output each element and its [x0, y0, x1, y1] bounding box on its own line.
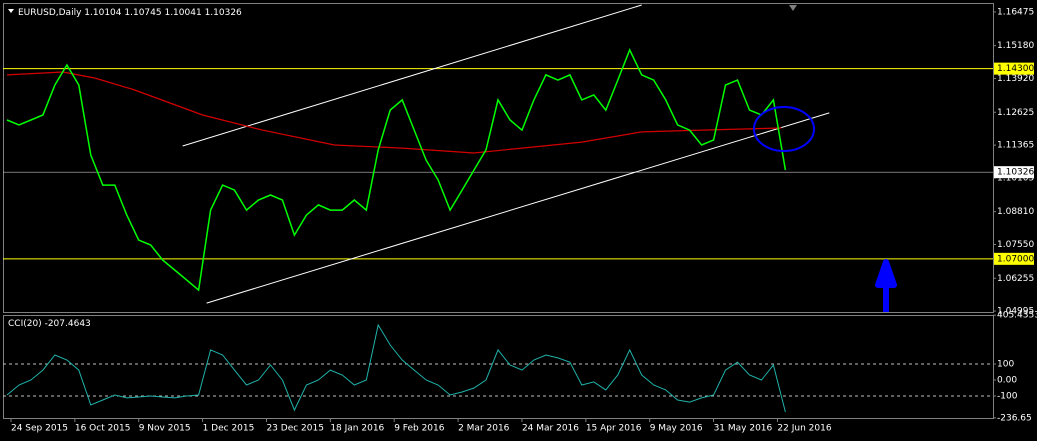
y-tick-label: 1.08810 — [997, 207, 1034, 217]
x-tick-label: 9 Feb 2016 — [394, 424, 445, 434]
x-tick-label: 31 May 2016 — [714, 424, 773, 434]
x-tick-label: 24 Sep 2015 — [11, 424, 68, 434]
x-tick-label: 1 Dec 2015 — [203, 424, 255, 434]
x-tick-label: 23 Dec 2015 — [266, 424, 324, 434]
highlight-ellipse — [753, 106, 815, 152]
y-tick-label: 1.10105 — [997, 173, 1034, 183]
low: 1.10041 — [164, 8, 201, 18]
cci-line — [6, 323, 786, 413]
y-tick-label: 1.06255 — [997, 274, 1034, 284]
cci-frame — [3, 315, 994, 419]
level-label-box — [994, 252, 1034, 265]
menu-triangle — [8, 9, 14, 13]
cci-tick-label: 0.00 — [997, 376, 1017, 386]
high: 1.10745 — [124, 8, 161, 18]
cci-tick-label: -100 — [997, 392, 1018, 402]
x-tick-label: 15 Apr 2016 — [586, 424, 642, 434]
cci-name: CCI(20) — [8, 319, 42, 329]
x-tick-label: 22 Jun 2016 — [777, 424, 831, 434]
cci-header: CCI(20) -207.4643 — [8, 319, 91, 329]
open: 1.10104 — [84, 8, 121, 18]
main-frame — [3, 3, 994, 313]
trendline — [182, 4, 642, 147]
plot: 1.16475 1.15180 1.13920 1.12625 1.11365 1.101… — [3, 4, 1037, 434]
y-tick-label: 1.13920 — [997, 74, 1034, 84]
close: 1.10326 — [205, 8, 242, 18]
y-tick-label: 1.11365 — [997, 141, 1034, 151]
x-tick-label: 16 Oct 2015 — [75, 424, 131, 434]
cci-tick-label: 100 — [997, 360, 1014, 370]
level-label-box — [994, 62, 1034, 75]
y-tick-label: 1.15180 — [997, 41, 1034, 51]
y-tick-label: 1.04995 — [997, 307, 1034, 317]
current-price-label: 1.10326 — [997, 168, 1034, 178]
cci-last: -207.4643 — [45, 319, 91, 329]
y-tick-label: 1.07550 — [997, 240, 1034, 250]
x-tick-label: 9 Nov 2015 — [139, 424, 191, 434]
cci-tick-label: 405.4353 — [997, 311, 1037, 321]
x-tick-label: 9 May 2016 — [650, 424, 703, 434]
x-tick-label: 18 Jan 2016 — [330, 424, 384, 434]
level-label: 1.14300 — [997, 64, 1034, 74]
current-price-box — [994, 166, 1034, 179]
y-tick-label: 1.16475 — [997, 7, 1034, 17]
moving-average — [6, 71, 782, 154]
x-tick-label: 24 Mar 2016 — [522, 424, 579, 434]
up-arrow — [875, 259, 897, 312]
trendline — [206, 112, 830, 304]
price-line — [6, 48, 787, 292]
level-label: 1.07000 — [997, 254, 1034, 264]
y-tick-label: 1.12625 — [997, 108, 1034, 118]
shift-marker — [789, 5, 797, 11]
symbol: EURUSD,Daily — [18, 8, 82, 18]
x-tick-label: 2 Mar 2016 — [458, 424, 510, 434]
cci-tick-label: -236.65 — [997, 413, 1032, 423]
chart-header: EURUSD,Daily 1.10104 1.10745 1.10041 1.1… — [18, 8, 242, 18]
